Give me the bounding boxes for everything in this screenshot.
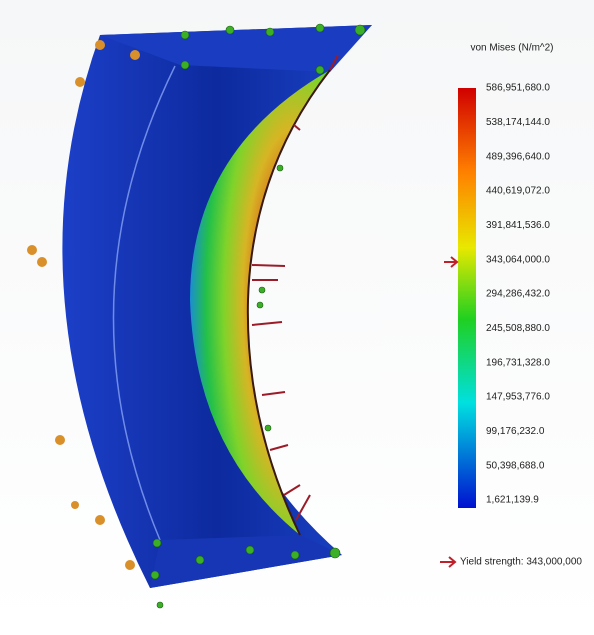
legend-label: 99,176,232.0 bbox=[486, 426, 545, 437]
legend-label: 538,174,144.0 bbox=[486, 117, 550, 128]
legend-label: 245,508,880.0 bbox=[486, 323, 550, 334]
legend-title: von Mises (N/m^2) bbox=[470, 43, 553, 54]
legend-label: 196,731,328.0 bbox=[486, 357, 550, 368]
page: {"legend": {"title": "von Mises (N/m^2)"… bbox=[0, 0, 594, 630]
viewport: von Mises (N/m^2) 586,951,680.0 538,174,1… bbox=[0, 0, 594, 630]
legend-label: 489,396,640.0 bbox=[486, 151, 550, 162]
color-bar bbox=[458, 88, 476, 508]
yield-label: Yield strength: 343,000,000 bbox=[460, 557, 582, 568]
legend-label: 440,619,072.0 bbox=[486, 186, 550, 197]
legend-label: 147,953,776.0 bbox=[486, 392, 550, 403]
legend-label: 586,951,680.0 bbox=[486, 83, 550, 94]
legend-label: 1,621,139.9 bbox=[486, 495, 539, 506]
legend-label: 50,398,688.0 bbox=[486, 460, 545, 471]
legend-label: 343,064,000.0 bbox=[486, 254, 550, 265]
legend-label: 294,286,432.0 bbox=[486, 289, 550, 300]
legend-label: 391,841,536.0 bbox=[486, 220, 550, 231]
